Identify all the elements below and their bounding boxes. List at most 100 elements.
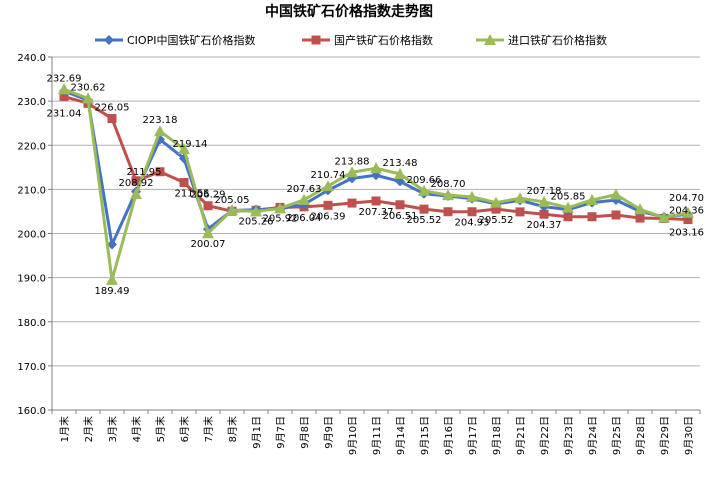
x-tick-label: 2月末: [82, 416, 95, 442]
data-label: 204.93: [455, 218, 490, 229]
data-labels: 232.69231.04230.62226.05189.49211.95208.…: [47, 73, 705, 297]
data-label: 213.48: [383, 158, 418, 169]
data-label: 219.14: [173, 139, 208, 150]
data-point: [106, 273, 118, 285]
axes: 160.0 170.0 180.0 190.0 200.0 210.0 220.0 230.0…: [17, 53, 701, 455]
data-point: [58, 83, 70, 95]
data-point: [370, 162, 382, 174]
data-label: 205.26: [239, 216, 274, 227]
legend-marker: [104, 35, 114, 45]
legend-marker: [311, 35, 321, 45]
data-point: [418, 184, 430, 196]
data-label: 205.85: [551, 192, 586, 203]
data-point: [466, 190, 478, 202]
data-point: [395, 200, 405, 210]
y-tick-label: 240.0: [17, 53, 46, 64]
x-tick-label: 9月9日: [323, 416, 335, 449]
data-label: 207.63: [287, 184, 322, 195]
y-tick-label: 160.0: [17, 406, 46, 417]
data-label: 204.70: [669, 193, 704, 204]
data-point: [226, 204, 238, 216]
x-tick-label: 9月11日: [371, 416, 383, 455]
data-point: [635, 213, 645, 223]
x-tick-label: 9月1日: [251, 416, 263, 449]
y-tick-label: 190.0: [17, 274, 46, 285]
data-point: [611, 210, 621, 220]
data-label: 226.05: [95, 103, 130, 114]
x-tick-label: 9月25日: [611, 416, 623, 455]
x-tick-label: 6月末: [178, 416, 191, 442]
data-point: [514, 192, 526, 204]
data-label: 206.29: [191, 190, 226, 201]
x-tick-label: 9月30日: [683, 416, 695, 455]
data-point: [347, 198, 357, 208]
data-point: [298, 193, 310, 205]
data-label: 200.07: [191, 239, 226, 250]
data-point: [538, 195, 550, 207]
data-label: 205.52: [407, 215, 442, 226]
data-point: [155, 167, 165, 177]
data-point: [179, 178, 189, 188]
y-tick-label: 210.0: [17, 185, 46, 196]
data-label: 211.95: [127, 167, 162, 178]
data-label: 213.88: [335, 156, 370, 167]
data-point: [490, 196, 502, 208]
data-point: [610, 188, 622, 200]
y-tick-label: 170.0: [17, 362, 46, 373]
data-point: [539, 209, 549, 219]
x-tick-label: 9月18日: [491, 416, 503, 455]
x-tick-label: 3月末: [106, 416, 119, 442]
data-point: [682, 206, 694, 218]
legend-label: CIOPI中国铁矿石价格指数: [127, 33, 255, 47]
data-point: [203, 201, 213, 211]
legend: CIOPI中国铁矿石价格指数 国产铁矿石价格指数 进口铁矿石价格指数: [95, 33, 607, 47]
y-tick-label: 220.0: [17, 141, 46, 152]
data-label: 206.51: [383, 211, 418, 222]
data-point: [515, 207, 525, 217]
data-label: 210.74: [311, 170, 346, 181]
data-label: 230.62: [71, 82, 106, 93]
data-point: [178, 143, 190, 155]
data-point: [658, 211, 670, 223]
x-tick-label: 7月末: [202, 416, 215, 442]
x-tick-label: 9月29日: [659, 416, 671, 455]
series-3: [58, 83, 694, 285]
data-point: [202, 227, 214, 239]
data-point: [107, 239, 117, 250]
x-tick-label: 4月末: [130, 416, 143, 442]
data-label: 204.37: [527, 220, 562, 231]
grid: [52, 56, 700, 411]
data-point: [274, 202, 286, 214]
data-point: [563, 212, 573, 222]
data-point: [586, 193, 598, 205]
x-tick-label: 9月21日: [515, 416, 527, 455]
data-point: [394, 168, 406, 180]
x-tick-label: 9月24日: [587, 416, 599, 455]
data-label: 231.04: [47, 109, 82, 120]
data-point: [371, 196, 381, 206]
data-point: [322, 180, 334, 192]
x-tick-label: 9月10日: [347, 416, 359, 455]
data-label: 211.55: [175, 189, 210, 200]
x-tick-label: 8月末: [226, 416, 239, 442]
data-point: [250, 205, 262, 217]
legend-label: 进口铁矿石价格指数: [508, 33, 607, 47]
data-point: [130, 188, 142, 200]
data-point: [443, 207, 453, 217]
data-label: 206.04: [287, 213, 322, 224]
x-tick-label: 9月28日: [635, 416, 647, 455]
data-point: [82, 92, 94, 104]
data-label: 209.66: [407, 175, 442, 186]
legend-marker: [484, 34, 496, 45]
data-point: [442, 189, 454, 201]
x-tick-label: 9月23日: [563, 416, 575, 455]
data-point: [131, 176, 141, 186]
x-tick-label: 9月15日: [419, 416, 431, 455]
x-tick-label: 9月14日: [395, 416, 407, 455]
data-label: 203.16: [669, 228, 704, 239]
data-point: [634, 203, 646, 215]
x-tick-label: 9月7日: [275, 416, 287, 449]
data-label: 223.18: [143, 115, 178, 126]
data-point: [346, 166, 358, 178]
